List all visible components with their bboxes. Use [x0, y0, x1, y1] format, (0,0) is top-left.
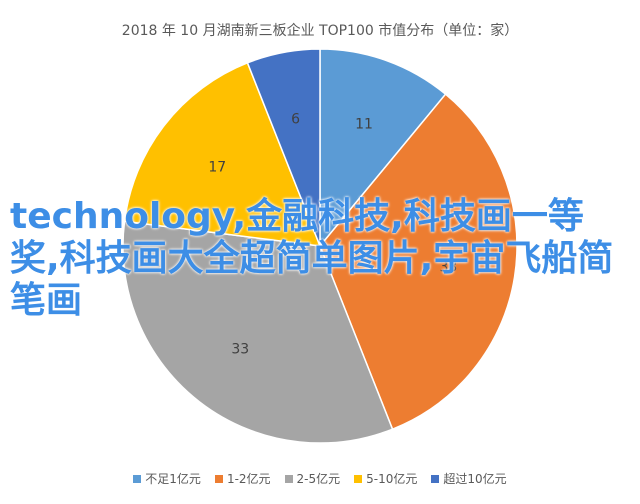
data-label-5: 6	[291, 111, 300, 127]
legend: 不足1亿元 1-2亿元 2-5亿元 5-10亿元 超过10亿元	[0, 470, 640, 487]
data-label-2: 33	[440, 259, 458, 275]
chart-title: 2018 年 10 月湖南新三板企业 TOP100 市值分布（单位：家）	[121, 23, 519, 39]
pie-slice-3	[122, 220, 394, 444]
pie-slices	[122, 48, 518, 444]
legend-swatch	[284, 474, 293, 483]
data-label-4: 17	[208, 159, 226, 175]
legend-swatch	[354, 474, 363, 483]
data-label-3: 33	[231, 342, 249, 358]
pie-slice-4	[123, 61, 322, 247]
watermark-text: technology,金融科技,科技画一等奖,科技画大全超简单图片,宇宙飞船简笔…	[10, 196, 614, 321]
legend-swatch	[431, 474, 440, 483]
legend-item: 超过10亿元	[431, 470, 507, 487]
pie-slice-5	[246, 48, 321, 247]
pie-slice-1	[319, 48, 447, 249]
pie-slice-2	[319, 93, 518, 431]
legend-label: 超过10亿元	[443, 472, 507, 486]
legend-item: 1-2亿元	[214, 470, 271, 487]
legend-item: 2-5亿元	[284, 470, 341, 487]
legend-swatch	[214, 474, 223, 483]
legend-label: 不足1亿元	[145, 472, 201, 486]
legend-label: 1-2亿元	[226, 472, 271, 486]
legend-item: 不足1亿元	[133, 470, 201, 487]
legend-item: 5-10亿元	[354, 470, 417, 487]
pie-data-labels: 11 33 33 17 6	[208, 111, 457, 357]
legend-label: 5-10亿元	[366, 472, 418, 486]
data-label-1: 11	[355, 117, 373, 133]
legend-label: 2-5亿元	[296, 472, 341, 486]
legend-swatch	[133, 474, 142, 483]
